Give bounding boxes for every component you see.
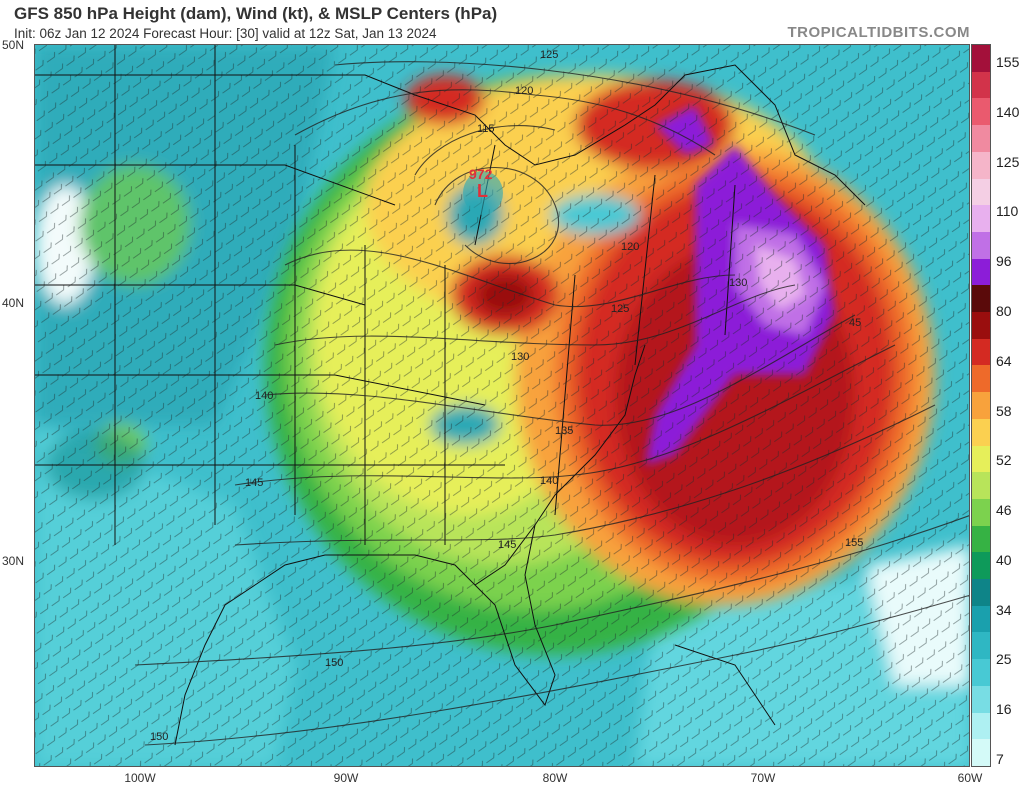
chart-title: GFS 850 hPa Height (dam), Wind (kt), & M…	[14, 4, 498, 23]
colorbar-segment	[972, 712, 990, 740]
colorbar-label: 16	[996, 701, 1012, 718]
contour-label: 155	[845, 537, 864, 549]
colorbar-segment	[972, 605, 990, 633]
contour-label: 150	[325, 657, 344, 669]
map-graphic	[35, 45, 969, 766]
colorbar-label: 155	[996, 54, 1020, 70]
lon-label-100w: 100W	[124, 771, 156, 785]
lon-label-70w: 70W	[750, 771, 776, 785]
colorbar-segment	[972, 365, 990, 393]
lat-label-40n: 40N	[2, 296, 25, 310]
colorbar-segment	[972, 525, 990, 553]
boundaries	[35, 45, 866, 746]
colorbar	[971, 44, 991, 767]
colorbar-label: 40	[996, 551, 1012, 568]
contour-label: 140	[540, 475, 559, 487]
colorbar-label: 52	[996, 452, 1012, 469]
lon-label-80w: 80W	[542, 771, 568, 785]
colorbar-segment	[972, 632, 990, 660]
low-pressure-circulation	[463, 171, 503, 215]
colorbar-segment	[972, 338, 990, 366]
chart-subtitle: Init: 06z Jan 12 2024 Forecast Hour: [30…	[14, 26, 437, 41]
colorbar-segment	[972, 98, 990, 126]
colorbar-segment	[972, 685, 990, 713]
colorbar-segment	[972, 579, 990, 606]
colorbar-segment	[972, 71, 990, 99]
contour-label: 150	[150, 731, 169, 743]
colorbar-segment	[972, 739, 990, 766]
colorbar-segment	[972, 285, 990, 313]
contour-label: 125	[611, 303, 630, 315]
wind-barbs	[35, 45, 969, 766]
colorbar-label: 34	[996, 601, 1012, 618]
contour-label: 130	[729, 277, 748, 289]
colorbar-segment	[972, 178, 990, 206]
brand-label: TROPICALTIDBITS.COM	[787, 24, 970, 41]
colorbar-segment	[972, 498, 990, 526]
lat-label-50n: 50N	[2, 38, 25, 52]
contour-label: 145	[245, 477, 264, 489]
colorbar-label: 7	[996, 751, 1004, 767]
colorbar-segment	[972, 151, 990, 179]
low-pressure-value: 972	[469, 166, 493, 182]
colorbar-label: 58	[996, 402, 1012, 419]
lat-label-30n: 30N	[2, 554, 25, 568]
colorbar-segment	[972, 312, 990, 339]
contour-label: 120	[621, 241, 640, 253]
colorbar-segment	[972, 392, 990, 419]
contour-label: 45	[849, 317, 862, 329]
colorbar-segment	[972, 258, 990, 286]
weather-map: 125 120 115 120 125 130 135 140 145 150 …	[34, 44, 970, 767]
colorbar-segment	[972, 231, 990, 259]
contour-label: 130	[511, 351, 530, 363]
colorbar-segment	[972, 45, 990, 72]
colorbar-label: 64	[996, 352, 1012, 369]
colorbar-segment	[972, 418, 990, 446]
colorbar-label: 110	[996, 203, 1019, 220]
colorbar-label: 80	[996, 302, 1012, 319]
colorbar-segment	[972, 659, 990, 686]
contour-label: 140	[255, 390, 274, 402]
contour-label: 125	[540, 49, 559, 61]
colorbar-segment	[972, 125, 990, 152]
contour-label: 115	[477, 123, 495, 135]
contour-label: 135	[555, 425, 574, 437]
colorbar-segment	[972, 552, 990, 580]
low-pressure-symbol: L	[477, 181, 488, 201]
contour-label: 120	[515, 85, 534, 97]
lon-label-60w: 60W	[957, 771, 983, 785]
colorbar-label: 25	[996, 651, 1012, 668]
contour-label: 145	[498, 539, 517, 551]
colorbar-label: 140	[996, 103, 1020, 120]
lon-label-90w: 90W	[333, 771, 359, 785]
height-contours	[134, 61, 969, 746]
colorbar-segment	[972, 205, 990, 232]
colorbar-segment	[972, 472, 990, 499]
colorbar-label: 46	[996, 502, 1012, 519]
colorbar-label: 96	[996, 253, 1012, 270]
colorbar-label: 125	[996, 153, 1020, 170]
colorbar-segment	[972, 445, 990, 473]
